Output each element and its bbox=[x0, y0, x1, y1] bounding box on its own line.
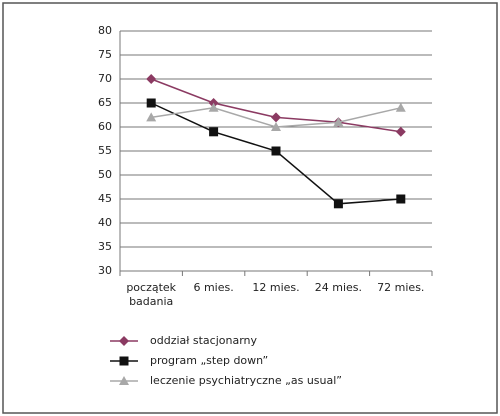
marker bbox=[119, 336, 129, 346]
x-tick-label: 6 mies. bbox=[193, 281, 234, 294]
marker bbox=[333, 199, 343, 209]
marker bbox=[271, 146, 281, 156]
marker bbox=[146, 74, 157, 84]
marker bbox=[119, 376, 129, 385]
y-tick-label: 60 bbox=[98, 120, 112, 133]
x-tick-label: 24 mies. bbox=[314, 281, 363, 294]
marker bbox=[146, 98, 156, 108]
x-tick-label: 12 mies. bbox=[252, 281, 300, 294]
legend-label: leczenie psychiatryczne „as usual” bbox=[150, 374, 342, 387]
marker bbox=[395, 126, 406, 137]
y-tick-label: 35 bbox=[98, 240, 112, 253]
marker bbox=[396, 194, 406, 204]
marker bbox=[119, 356, 129, 366]
marker bbox=[271, 112, 281, 123]
y-tick-label: 45 bbox=[98, 192, 112, 205]
marker bbox=[209, 127, 219, 137]
marker bbox=[208, 102, 219, 112]
x-tick-label: 72 mies. bbox=[377, 281, 425, 294]
x-tick-label: początek badania bbox=[126, 281, 177, 308]
marker bbox=[333, 117, 344, 127]
marker bbox=[146, 112, 157, 122]
y-tick-label: 65 bbox=[98, 96, 112, 109]
y-tick-label: 75 bbox=[98, 48, 112, 61]
y-tick-label: 50 bbox=[98, 168, 112, 181]
marker bbox=[271, 122, 281, 131]
legend-label: oddział stacjonarny bbox=[150, 334, 258, 347]
marker bbox=[395, 102, 406, 112]
y-tick-label: 80 bbox=[98, 24, 112, 37]
y-tick-label: 40 bbox=[98, 216, 112, 229]
y-tick-label: 30 bbox=[98, 264, 112, 277]
y-tick-label: 70 bbox=[98, 72, 112, 85]
y-tick-label: 55 bbox=[98, 144, 112, 157]
legend-label: program „step down” bbox=[150, 354, 268, 367]
